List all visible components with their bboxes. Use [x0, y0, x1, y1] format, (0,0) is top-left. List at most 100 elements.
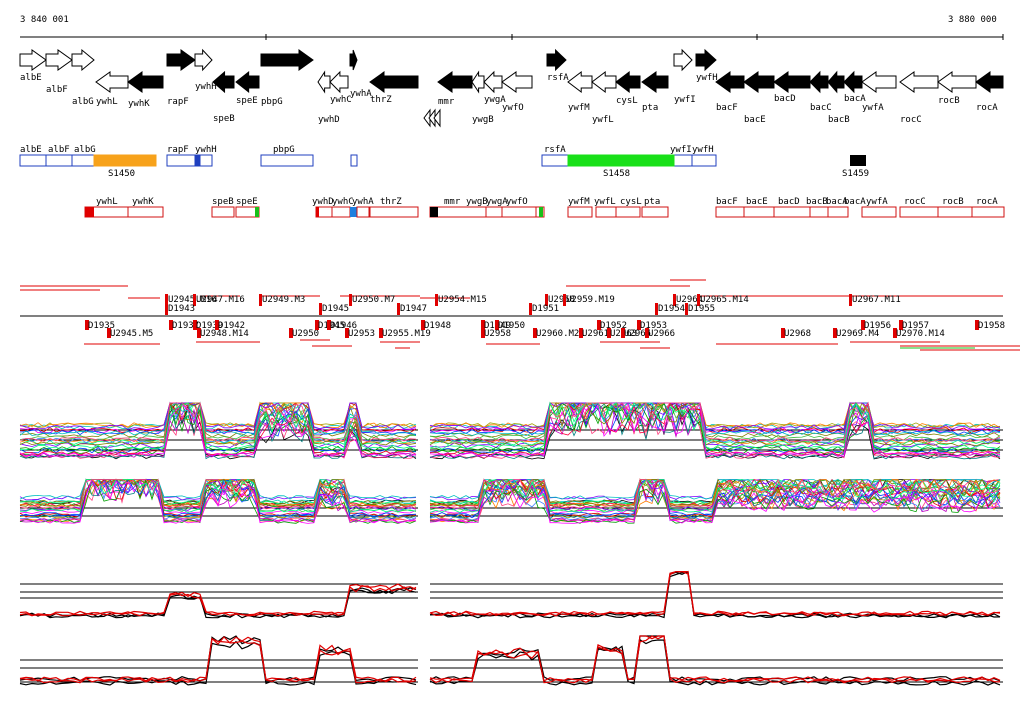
gene-label: bacB [828, 115, 850, 125]
segment-box [211, 206, 235, 218]
segment-label: rocC [904, 197, 926, 207]
feature-marker [893, 328, 897, 338]
segment-box [595, 206, 617, 218]
gene-arrow-bacF[interactable] [715, 71, 745, 93]
profile-line [19, 402, 417, 437]
feature-marker [379, 328, 383, 338]
gene-arrow-ywhA[interactable] [349, 49, 358, 71]
gene-arrow-albE[interactable] [19, 49, 47, 71]
profile-line [429, 402, 1001, 446]
gene-label: cysL [616, 96, 638, 106]
gene-label: bacA [844, 94, 866, 104]
feature-marker [579, 328, 583, 338]
gene-arrow-ywhH[interactable] [194, 48, 213, 72]
segment-label: ywhC [332, 197, 354, 207]
profile-line [19, 635, 417, 682]
tu-marker-red [85, 207, 94, 217]
gene-arrow-speB[interactable] [212, 70, 235, 94]
feature-label: U2953 [348, 329, 375, 339]
end-coordinate: 3 880 000 [948, 15, 997, 25]
segment-box [71, 154, 97, 167]
gene-arrow-ywhC[interactable] [329, 70, 349, 94]
feature-label: U2949.M3 [262, 295, 305, 305]
gene-arrow-ywfM[interactable] [567, 70, 593, 94]
profile-line [429, 571, 1001, 616]
feature-marker [327, 320, 331, 330]
segment-box [501, 206, 537, 218]
feature-label: U2969.M4 [836, 329, 879, 339]
gene-label: albE [20, 73, 42, 83]
gene-label: ywhD [318, 115, 340, 125]
segment-label: ywgA [486, 197, 508, 207]
gene-arrow-bacC[interactable] [809, 70, 829, 94]
gene-arrow-bacB[interactable] [827, 70, 845, 94]
feature-label: D1953 [640, 321, 667, 331]
feature-marker [899, 320, 903, 330]
gene-arrow-ywhD[interactable] [317, 70, 331, 94]
segment-label: ywgB [466, 197, 488, 207]
gene-label: ywgA [484, 95, 506, 105]
segment-box [331, 206, 351, 218]
gene-arrow-bacE[interactable] [743, 71, 775, 93]
gene-arrow-pta[interactable] [641, 71, 669, 93]
gene-arrow-ywfH[interactable] [695, 48, 717, 72]
profile-line [19, 478, 417, 510]
segment-label: speB [212, 197, 234, 207]
gene-arrow-albF[interactable] [45, 49, 73, 71]
profile-line [20, 478, 417, 514]
segment-label: ywfI [670, 145, 692, 155]
gene-arrow-bacD[interactable] [773, 71, 811, 93]
feature-marker [345, 328, 349, 338]
tu-marker-green [255, 207, 259, 217]
profile-line [429, 402, 1001, 456]
profile-line [19, 401, 417, 449]
gene-arrow-rapF[interactable] [166, 49, 196, 71]
gene-arrow-ywgA[interactable] [483, 70, 503, 94]
feature-label: U2947.M16 [196, 295, 245, 305]
segment-label: ywhL [96, 197, 118, 207]
profile-line [19, 402, 417, 460]
segment-label: rsfA [544, 145, 566, 155]
feature-marker [289, 328, 293, 338]
profile-line [429, 570, 1001, 618]
gene-arrow-mmr[interactable] [437, 71, 473, 93]
gene-arrow-speE[interactable] [235, 70, 260, 94]
segment-label: rocA [976, 197, 998, 207]
segment-box [691, 154, 717, 167]
gene-arrow-rocA[interactable] [975, 71, 1004, 93]
gene-arrow-ywfA[interactable] [861, 71, 897, 93]
segment-label: ywfL [594, 197, 616, 207]
tu-marker-red [316, 207, 319, 217]
feature-marker [673, 294, 676, 306]
top-segment-track: albE albF albG rapF ywhH pbpG rsfA ywfI … [19, 145, 1003, 179]
gene-arrow-ywgB[interactable] [471, 70, 485, 94]
gene-arrow-ywfL[interactable] [591, 70, 617, 94]
feature-label: U2965.M14 [700, 295, 749, 305]
gene-arrow-ywfI[interactable] [673, 48, 693, 72]
tu-marker-black [430, 207, 438, 217]
gene-arrow-rocC[interactable] [899, 71, 939, 93]
feature-label: D1955 [688, 304, 715, 314]
gene-arrow-pbpG[interactable] [260, 49, 314, 71]
profile-line [19, 478, 417, 524]
gene-arrow-ywhL[interactable] [95, 71, 129, 93]
feature-marker [697, 294, 700, 306]
gene-arrow-rocB[interactable] [937, 71, 977, 93]
segment-label: bacB [806, 197, 828, 207]
gene-arrow-rsfA[interactable] [546, 48, 567, 72]
gene-label: bacF [716, 103, 738, 113]
gene-arrow-cysL[interactable] [615, 70, 641, 94]
gene-arrow-ywfO[interactable] [501, 71, 533, 93]
coordinate-ruler: 3 840 001 3 880 000 [20, 15, 1004, 40]
feature-label: U2954.M15 [438, 295, 487, 305]
gene-arrow-albG[interactable] [71, 48, 95, 72]
profile-line [429, 402, 1001, 436]
gene-arrow-thrZ[interactable] [369, 71, 419, 93]
feature-label: D1946 [330, 321, 357, 331]
S1458-block [567, 154, 675, 167]
segment-label: ywfO [506, 197, 528, 207]
small-arrow [433, 108, 441, 128]
gene-arrow-bacA[interactable] [843, 70, 863, 94]
gene-label: mmr [438, 97, 455, 107]
gene-arrow-ywhK[interactable] [127, 71, 164, 93]
